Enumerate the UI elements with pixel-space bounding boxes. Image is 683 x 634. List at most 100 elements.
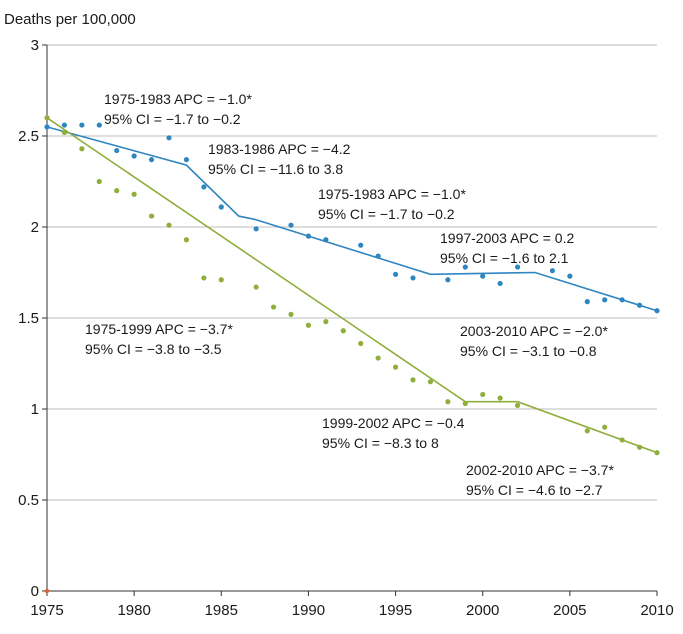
data-point <box>549 268 556 274</box>
annotation-6: 1999-2002 APC = −0.4 95% CI = −8.3 to 8 <box>322 415 465 451</box>
data-point <box>305 233 312 239</box>
x-tick-label: 2000 <box>466 602 499 619</box>
data-point <box>96 178 102 185</box>
series-1 <box>44 115 660 456</box>
annotation-line1: 1997-2003 APC = 0.2 <box>440 230 574 246</box>
data-point <box>480 391 486 398</box>
data-point <box>602 297 608 303</box>
data-point <box>288 222 294 228</box>
data-point <box>183 237 190 243</box>
annotation-line2: 95% CI = −3.1 to −0.8 <box>460 343 597 359</box>
data-point <box>148 213 155 219</box>
annotation-line1: 1983-1986 APC = −4.2 <box>208 141 351 157</box>
y-tick-label: 2 <box>31 219 39 236</box>
annotation-0: 1975-1983 APC = −1.0* 95% CI = −1.7 to −0… <box>104 91 252 127</box>
data-point <box>567 273 573 279</box>
data-point <box>375 253 381 259</box>
data-point <box>654 308 660 314</box>
data-point <box>584 428 590 434</box>
x-tick-label: 1985 <box>205 602 238 619</box>
data-point <box>79 146 85 152</box>
data-point <box>358 340 364 347</box>
data-point <box>131 153 137 159</box>
annotation-5: 1975-1999 APC = −3.7* 95% CI = −3.8 to −3… <box>85 321 233 357</box>
data-point <box>358 242 364 248</box>
data-point <box>166 222 172 228</box>
annotation-line2: 95% CI = −1.6 to 2.1 <box>440 250 569 266</box>
data-point <box>497 280 503 287</box>
x-tick-label: 1990 <box>292 602 325 619</box>
series <box>44 115 660 456</box>
origin-marker <box>44 588 50 594</box>
data-point <box>584 299 590 305</box>
y-tick-label: 1.5 <box>18 310 39 327</box>
fitted-line <box>46 117 658 454</box>
annotation-line1: 1975-1999 APC = −3.7* <box>85 321 233 337</box>
data-point <box>619 297 625 303</box>
annotation-2: 1975-1983 APC = −1.0* 95% CI = −1.7 to −0… <box>318 186 466 222</box>
y-tick-label: 2.5 <box>18 128 39 145</box>
data-point <box>218 204 224 210</box>
x-tick-label: 2010 <box>640 602 673 619</box>
data-point <box>480 273 486 279</box>
annotation-line2: 95% CI = −3.8 to −3.5 <box>85 341 222 357</box>
grid-lines <box>47 44 657 501</box>
data-point <box>514 402 521 408</box>
annotation-line2: 95% CI = −1.7 to −0.2 <box>318 206 455 222</box>
y-axis-label: Deaths per 100,000 <box>4 11 136 28</box>
data-point <box>114 188 120 194</box>
annotation-line1: 1999-2002 APC = −0.4 <box>322 415 465 431</box>
data-point <box>270 304 277 310</box>
data-point <box>462 264 468 270</box>
annotation-1: 1983-1986 APC = −4.2 95% CI = −11.6 to 3.… <box>208 141 351 177</box>
annotation-3: 1997-2003 APC = 0.2 95% CI = −1.6 to 2.1 <box>440 230 574 266</box>
x-tick-label: 1980 <box>117 602 150 619</box>
annotation-7: 2002-2010 APC = −3.7* 95% CI = −4.6 to −2… <box>466 462 614 498</box>
annotation-line2: 95% CI = −8.3 to 8 <box>322 435 439 451</box>
data-point <box>340 328 346 334</box>
annotation-line2: 95% CI = −11.6 to 3.8 <box>208 161 343 177</box>
data-point <box>96 122 102 128</box>
data-point <box>602 424 608 430</box>
annotation-line1: 1975-1983 APC = −1.0* <box>318 186 466 202</box>
data-point <box>114 147 120 154</box>
data-point <box>79 122 85 128</box>
series-0 <box>44 122 660 314</box>
data-point <box>636 444 643 450</box>
y-tick-label: 0 <box>31 583 39 600</box>
annotation-line2: 95% CI = −4.6 to −2.7 <box>466 482 603 498</box>
data-point <box>514 264 521 270</box>
data-point <box>392 271 399 277</box>
data-point <box>427 379 434 385</box>
data-point <box>410 275 416 281</box>
fitted-line <box>46 126 658 312</box>
annotation-line2: 95% CI = −1.7 to −0.2 <box>104 111 241 127</box>
tick-labels: 0 0.5 1 1.5 2 2.5 3 1975 1980 1985 1990 1995 2000 200… <box>18 37 674 619</box>
x-tick-label: 1995 <box>379 602 412 619</box>
annotation-line1: 2003-2010 APC = −2.0* <box>460 323 608 339</box>
x-tick-label: 1975 <box>30 602 63 619</box>
data-point <box>61 122 68 128</box>
data-point <box>445 399 451 405</box>
annotation-line1: 2002-2010 APC = −3.7* <box>466 462 614 478</box>
data-point <box>410 377 416 383</box>
y-tick-label: 0.5 <box>18 492 39 509</box>
data-point <box>497 395 503 401</box>
data-point <box>148 157 155 163</box>
x-tick-label: 2005 <box>553 602 586 619</box>
y-tick-label: 1 <box>31 401 39 418</box>
data-point <box>218 277 224 283</box>
data-point <box>375 355 381 361</box>
data-point <box>654 450 660 456</box>
data-point <box>253 284 259 290</box>
data-point <box>44 124 50 130</box>
data-point <box>445 277 451 283</box>
data-point <box>201 184 207 190</box>
y-tick-label: 3 <box>31 37 39 54</box>
axes <box>42 44 658 596</box>
data-point <box>305 322 312 328</box>
data-point <box>61 129 68 135</box>
data-point <box>323 237 329 243</box>
data-point <box>183 157 190 163</box>
